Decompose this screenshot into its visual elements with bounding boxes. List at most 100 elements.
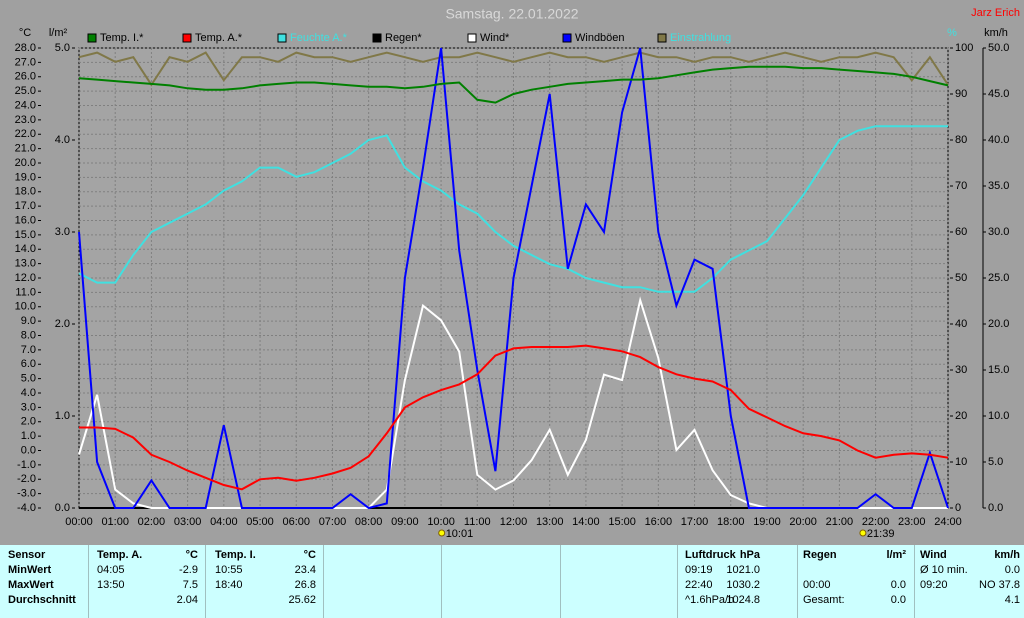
x-tick-label: 23:00 [898, 516, 926, 528]
axis-label: % [947, 27, 957, 39]
table-cell: 1030.2 [726, 579, 760, 591]
table-cell: 0.0 [1004, 564, 1020, 576]
tick-label: 100 [955, 42, 973, 54]
separator [88, 545, 89, 618]
table-cell: 2.04 [176, 594, 198, 606]
table-cell: 09:20 [920, 579, 948, 591]
tick-label: 28.0 [15, 42, 36, 54]
table-cell: 26.8 [294, 579, 316, 591]
table-cell: Wind [920, 549, 947, 561]
tick-label: 15.0 [15, 229, 36, 241]
table-cell: MaxWert [8, 579, 54, 591]
table-cell: 7.5 [182, 579, 198, 591]
x-tick-label: 02:00 [138, 516, 166, 528]
x-tick-label: 15:00 [608, 516, 636, 528]
table-cell: NO 37.8 [979, 579, 1020, 591]
tick-label: 30.0 [988, 226, 1009, 238]
x-tick-label: 09:00 [391, 516, 419, 528]
legend-label: Wind* [480, 32, 510, 44]
x-tick-label: 14:00 [572, 516, 600, 528]
separator [560, 545, 561, 618]
chart-title: Samstag. 22.01.2022 [445, 6, 578, 22]
tick-label: 45.0 [988, 88, 1009, 100]
table-cell: km/h [994, 549, 1020, 561]
legend-swatch [562, 33, 572, 43]
tick-label: 20.0 [15, 157, 36, 169]
tick-label: 1.0 [21, 430, 36, 442]
legend-swatch [657, 33, 667, 43]
x-tick-label: 24:00 [934, 516, 962, 528]
table-cell: l/m² [886, 549, 906, 561]
x-tick-label: 08:00 [355, 516, 383, 528]
table-cell: 09:19 [685, 564, 713, 576]
tick-label: 25.0 [15, 85, 36, 97]
tick-label: 5.0 [988, 456, 1003, 468]
x-tick-label: 18:00 [717, 516, 745, 528]
x-tick-label: 16:00 [645, 516, 673, 528]
table-cell: Regen [803, 549, 837, 561]
stats-table: Sensor Temp. A. °C Temp. I. °C Luftdruck hPa Re… [0, 545, 1024, 618]
separator [797, 545, 798, 618]
tick-label: 19.0 [15, 171, 36, 183]
tick-label: 15.0 [988, 364, 1009, 376]
annotation-icon [438, 529, 446, 537]
tick-label: 2.0 [55, 318, 70, 330]
x-tick-label: 22:00 [862, 516, 890, 528]
table-cell: 23.4 [294, 564, 316, 576]
legend-swatch [277, 33, 287, 43]
tick-label: 70 [955, 180, 967, 192]
tick-label: -1.0 [17, 459, 36, 471]
table-cell: 1021.0 [726, 564, 760, 576]
axis-label: l/m² [49, 27, 68, 39]
legend-label: Temp. I.* [100, 32, 144, 44]
tick-label: 24.0 [15, 99, 36, 111]
x-tick-label: 06:00 [282, 516, 310, 528]
tick-label: 23.0 [15, 114, 36, 126]
legend-label: Windböen [575, 32, 625, 44]
annotation: 21:39 [867, 528, 895, 540]
tick-label: 0.0 [988, 502, 1003, 514]
legend-swatch [467, 33, 477, 43]
table-cell: Temp. A. [97, 549, 143, 561]
legend-swatch [87, 33, 97, 43]
x-tick-label: 03:00 [174, 516, 202, 528]
tick-label: 90 [955, 88, 967, 100]
chart: Samstag. 22.01.2022 Jarz Erich °C l/m² %… [14, 5, 1020, 540]
table-cell: °C [185, 549, 198, 561]
separator [677, 545, 678, 618]
tick-label: 25.0 [988, 272, 1009, 284]
table-cell: 0.0 [890, 579, 906, 591]
tick-label: 20.0 [988, 318, 1009, 330]
x-tick-label: 11:00 [464, 516, 491, 528]
table-cell: Durchschnitt [8, 594, 76, 606]
tick-label: 13.0 [15, 258, 36, 270]
tick-label: 5.0 [55, 42, 70, 54]
annotation-icon [859, 529, 867, 537]
x-tick-label: 07:00 [319, 516, 347, 528]
x-tick-label: 12:00 [500, 516, 528, 528]
tick-label: 20 [955, 410, 967, 422]
x-tick-label: 17:00 [681, 516, 709, 528]
tick-label: 14.0 [15, 243, 36, 255]
tick-label: 8.0 [21, 329, 36, 341]
tick-label: 27.0 [15, 56, 36, 68]
tick-label: -2.0 [17, 473, 36, 485]
tick-label: 26.0 [15, 71, 36, 83]
tick-label: 10.0 [988, 410, 1009, 422]
x-tick-label: 00:00 [65, 516, 93, 528]
table-cell: 13:50 [97, 579, 125, 591]
tick-label: 35.0 [988, 180, 1009, 192]
series-line [78, 47, 949, 510]
tick-label: 21.0 [15, 143, 36, 155]
axis-label: °C [19, 27, 31, 39]
tick-label: 10.0 [15, 301, 36, 313]
author: Jarz Erich [971, 7, 1020, 19]
series-line [78, 125, 948, 293]
tick-label: 2.0 [21, 416, 36, 428]
tick-label: 17.0 [15, 200, 36, 212]
legend-swatch [182, 33, 192, 43]
separator [205, 545, 206, 618]
x-tick-label: 05:00 [246, 516, 274, 528]
legend-label: Einstrahlung [670, 32, 731, 44]
